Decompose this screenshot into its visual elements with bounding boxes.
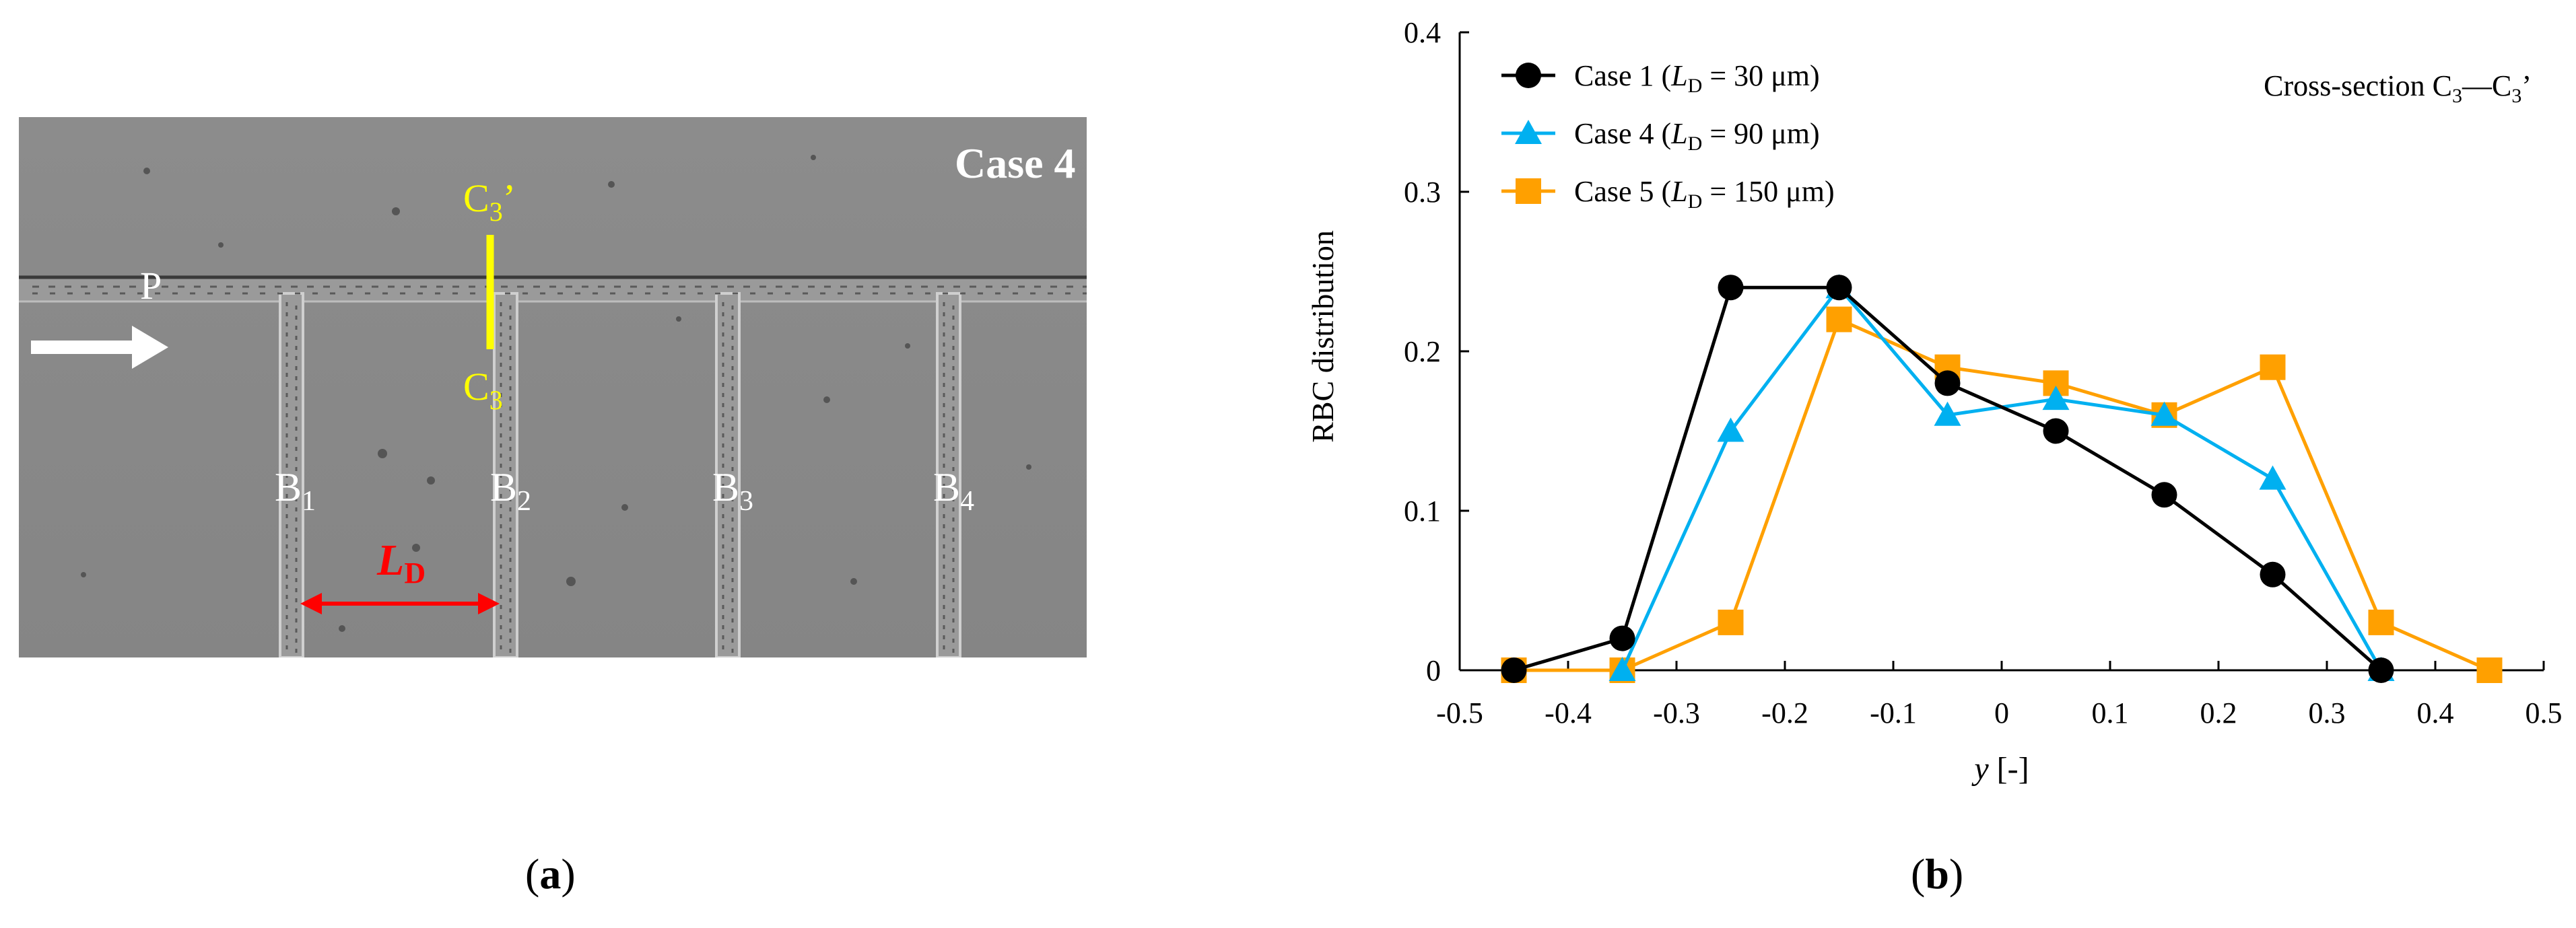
branch-channel-b1 (279, 292, 304, 657)
caption-b: (b) (1911, 850, 1964, 898)
legend-label: Case 4 (LD = 90 μm) (1574, 117, 1820, 155)
x-tick-label: -0.3 (1653, 697, 1700, 729)
series-line (1513, 285, 2383, 672)
data-point (2150, 401, 2178, 426)
data-point (2476, 657, 2503, 683)
series-line (1514, 317, 2490, 672)
cross-section-annotation: Cross-section C3—C3’ (2264, 69, 2532, 107)
micrograph-background (19, 117, 1087, 657)
x-tick-label: -0.4 (1545, 697, 1592, 729)
y-axis-label: RBC distribution (1306, 230, 1340, 443)
flow-arrow-icon (31, 326, 168, 369)
caption-a: (a) (525, 850, 576, 898)
data-point (1718, 609, 1744, 635)
legend-entry-1: Case 1 (LD = 30 μm) (1501, 59, 1820, 97)
data-point (2368, 609, 2394, 635)
data-point (1608, 657, 1636, 681)
legend-entry-3: Case 5 (LD = 150 μm) (1501, 175, 1835, 213)
legend-marker (1516, 63, 1541, 88)
debris-specks (81, 155, 1031, 632)
p-label: P (140, 264, 162, 308)
branch-channel-b3 (715, 292, 741, 657)
data-point (2260, 561, 2286, 587)
data-point (1717, 417, 1744, 442)
x-tick-label: 0 (1994, 697, 2009, 729)
y-tick-label: 0 (1426, 654, 1441, 687)
data-point (2260, 354, 2286, 380)
y-tick-label: 0.1 (1404, 495, 1441, 528)
data-point (1934, 370, 1961, 396)
case-label: Case 4 (955, 139, 1076, 187)
rbc-distribution-chart: 0 0.1 0.2 0.3 0.4 -0.5 -0.4 -0.3 -0.2 -0.1 0 0.1 0.2… (1306, 16, 2563, 787)
data-point (2043, 418, 2069, 444)
branch-channel-b4 (936, 292, 961, 657)
data-point (2368, 657, 2394, 683)
legend-marker (1515, 120, 1542, 144)
x-tick-label: 0.2 (2200, 697, 2237, 729)
rbc-texture (32, 285, 1087, 655)
data-point (1609, 625, 1635, 651)
data-point (1826, 275, 1852, 301)
chart-series (1501, 274, 2503, 683)
data-point (2042, 386, 2070, 411)
x-axis-label: y [-] (1971, 751, 2029, 787)
chart-axes: 0 0.1 0.2 0.3 0.4 -0.5 -0.4 -0.3 -0.2 -0.1 0 0.1 0.2… (1404, 16, 2563, 729)
main-channel (19, 275, 1087, 303)
data-point (2151, 482, 2177, 508)
legend-label: Case 1 (LD = 30 μm) (1574, 59, 1820, 97)
micrograph-panel: Case 4 P C3’ C3 B1 B2 B3 B4 LD (19, 117, 1087, 657)
y-tick-label: 0.4 (1404, 16, 1441, 49)
series-1 (1501, 275, 2394, 683)
data-point (1826, 306, 1852, 332)
legend-marker (1516, 178, 1541, 204)
data-point (1934, 401, 1961, 426)
x-tick-label: -0.5 (1436, 697, 1483, 729)
ld-label: LD (376, 536, 426, 590)
series-3 (1501, 306, 2503, 683)
x-tick-label: -0.2 (1761, 697, 1808, 729)
x-tick-label: 0.3 (2309, 697, 2346, 729)
y-tick-label: 0.3 (1404, 176, 1441, 209)
branch-channels (279, 292, 961, 657)
data-point (2259, 465, 2286, 490)
x-tick-label: -0.1 (1870, 697, 1917, 729)
x-tick-label: 0.5 (2526, 697, 2563, 729)
data-point (1718, 275, 1744, 301)
c3-label: C3 (463, 365, 503, 415)
legend-entry-2: Case 4 (LD = 90 μm) (1501, 117, 1820, 155)
legend-label: Case 5 (LD = 150 μm) (1574, 175, 1835, 213)
x-tick-label: 0.1 (2092, 697, 2129, 729)
chart-legend: Case 1 (LD = 30 μm) Case 4 (LD = 90 μm) Ca… (1501, 59, 1835, 213)
ld-double-arrow-icon (300, 593, 500, 614)
x-tick-label: 0.4 (2417, 697, 2454, 729)
data-point (1501, 657, 1527, 683)
y-tick-label: 0.2 (1404, 335, 1441, 368)
